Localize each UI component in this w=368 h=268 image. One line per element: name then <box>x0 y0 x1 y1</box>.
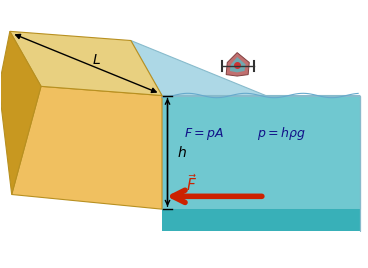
Polygon shape <box>226 53 249 76</box>
Text: $F = pA$: $F = pA$ <box>184 126 224 142</box>
Text: $\vec{F}$: $\vec{F}$ <box>186 173 197 194</box>
Polygon shape <box>10 31 162 95</box>
Polygon shape <box>162 209 360 231</box>
Polygon shape <box>131 40 360 134</box>
Polygon shape <box>0 31 41 195</box>
Polygon shape <box>162 95 360 209</box>
Text: $h$: $h$ <box>177 145 187 160</box>
Text: $L$: $L$ <box>92 53 101 67</box>
Polygon shape <box>12 86 162 209</box>
Text: $p = h\rho g$: $p = h\rho g$ <box>257 125 306 143</box>
Polygon shape <box>230 57 245 72</box>
